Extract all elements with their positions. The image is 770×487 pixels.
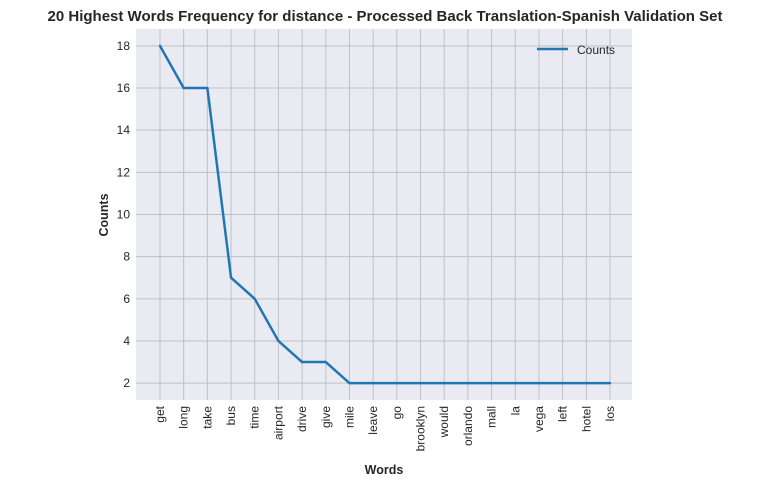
y-tick-label: 14 bbox=[117, 123, 131, 137]
x-tick-label: would bbox=[437, 406, 451, 438]
data-point bbox=[348, 381, 351, 385]
x-tick-label: time bbox=[248, 406, 262, 429]
x-tick-label: get bbox=[153, 405, 167, 422]
series-line bbox=[158, 45, 610, 385]
x-tick-label: los bbox=[603, 406, 617, 421]
chart-title: 20 Highest Words Frequency for distance … bbox=[48, 8, 723, 25]
data-point bbox=[206, 86, 209, 90]
data-point bbox=[514, 381, 517, 385]
y-tick-label: 16 bbox=[117, 81, 131, 95]
x-tick-label: hotel bbox=[579, 406, 593, 432]
data-point bbox=[253, 297, 256, 301]
x-tick-label: airport bbox=[271, 405, 285, 440]
x-tick-label: long bbox=[177, 406, 191, 429]
x-tick-label: go bbox=[390, 406, 404, 420]
x-axis-ticks: get long take bus time airport drive give mile le… bbox=[153, 405, 617, 451]
y-tick-label: 8 bbox=[123, 250, 130, 264]
data-point bbox=[158, 44, 162, 48]
x-axis-label: Words bbox=[365, 463, 404, 477]
data-point bbox=[443, 381, 446, 385]
data-point bbox=[371, 381, 375, 385]
grid-lines bbox=[136, 29, 632, 400]
data-point bbox=[277, 339, 280, 343]
data-point bbox=[561, 381, 564, 385]
x-tick-label: brooklyn bbox=[414, 406, 428, 451]
data-point bbox=[419, 381, 422, 385]
x-tick-label: mall bbox=[485, 406, 499, 428]
data-point bbox=[537, 381, 541, 385]
x-tick-label: bus bbox=[224, 406, 238, 425]
y-tick-label: 12 bbox=[117, 165, 131, 179]
x-tick-label: give bbox=[319, 406, 333, 428]
data-point bbox=[608, 381, 612, 385]
y-tick-label: 18 bbox=[117, 39, 131, 53]
y-axis-ticks: 2 4 6 8 10 12 14 16 18 bbox=[117, 39, 131, 390]
x-tick-label: take bbox=[200, 406, 214, 429]
y-tick-label: 10 bbox=[117, 208, 131, 222]
series-layer bbox=[158, 44, 612, 385]
x-tick-label: vega bbox=[532, 406, 546, 432]
x-tick-label: leave bbox=[366, 406, 380, 435]
data-point bbox=[466, 381, 470, 385]
data-point bbox=[182, 86, 185, 90]
data-point bbox=[300, 360, 304, 364]
x-tick-label: orlando bbox=[461, 406, 475, 446]
x-tick-label: left bbox=[556, 405, 570, 422]
y-tick-label: 4 bbox=[123, 334, 130, 348]
data-point bbox=[324, 360, 327, 364]
x-tick-label: la bbox=[508, 406, 522, 416]
data-point bbox=[585, 381, 588, 385]
data-point bbox=[490, 381, 493, 385]
y-tick-label: 6 bbox=[123, 292, 130, 306]
y-axis-label: Counts bbox=[97, 193, 111, 236]
y-tick-label: 2 bbox=[123, 376, 130, 390]
data-point bbox=[395, 381, 399, 385]
x-tick-label: mile bbox=[342, 406, 356, 428]
legend: Counts bbox=[537, 43, 615, 57]
x-tick-label: drive bbox=[295, 406, 309, 432]
legend-label: Counts bbox=[577, 43, 615, 57]
data-point bbox=[229, 276, 233, 279]
